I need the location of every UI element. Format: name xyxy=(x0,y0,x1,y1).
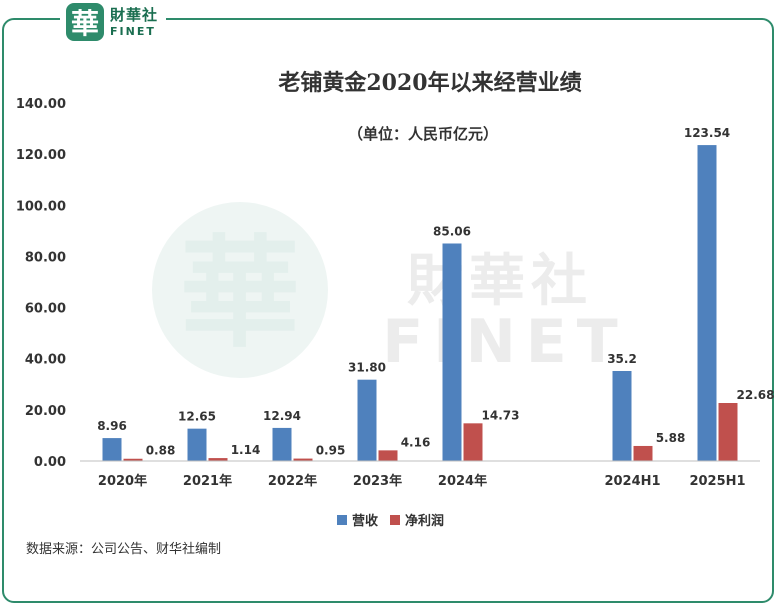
value-labels: 8.96 0.88 12.65 1.14 12.94 0.95 31.80 4.16 85.06… xyxy=(97,126,774,458)
source-note: 数据来源：公司公告、财华社编制 xyxy=(26,541,221,557)
data-label-revenue: 123.54 xyxy=(684,126,730,140)
x-axis: 2020年 2021年 2022年 2023年 2024年 2024H1 2025H1 xyxy=(98,473,746,489)
watermark-name: 財華社 xyxy=(407,249,593,314)
bar-net-profit xyxy=(293,458,313,461)
y-tick-label: 20.00 xyxy=(25,404,66,419)
bar-revenue xyxy=(102,438,122,461)
y-tick-label: 100.00 xyxy=(16,199,66,214)
bar-revenue xyxy=(357,379,377,461)
legend: 营收 净利润 xyxy=(337,513,444,529)
data-label-revenue: 85.06 xyxy=(433,224,471,238)
legend-label-revenue: 营收 xyxy=(352,513,379,529)
bar-net-profit xyxy=(718,403,738,461)
data-label-revenue: 8.96 xyxy=(97,419,127,433)
x-tick-label: 2020年 xyxy=(98,473,147,489)
data-label-net-profit: 4.16 xyxy=(401,435,431,449)
data-label-revenue: 12.65 xyxy=(178,410,216,424)
data-label-revenue: 31.80 xyxy=(348,361,386,375)
x-tick-label: 2021年 xyxy=(183,473,232,489)
y-tick-label: 60.00 xyxy=(25,302,66,317)
bar-revenue xyxy=(442,243,462,461)
x-tick-label: 2024年 xyxy=(438,473,487,489)
legend-label-net-profit: 净利润 xyxy=(405,513,444,529)
y-tick-label: 80.00 xyxy=(25,250,66,265)
y-axis: 0.00 20.00 40.00 60.00 80.00 100.00 120.00 140.… xyxy=(16,97,66,470)
chart-subtitle: （单位：人民币亿元） xyxy=(348,125,498,143)
data-label-net-profit: 0.88 xyxy=(146,444,176,458)
brand-name-en: FINET xyxy=(110,24,156,38)
brand-badge-icon: 華 xyxy=(66,3,104,41)
watermark-circle xyxy=(152,202,328,378)
bar-net-profit xyxy=(463,423,483,461)
data-label-net-profit: 14.73 xyxy=(482,408,520,422)
y-tick-label: 40.00 xyxy=(25,353,66,368)
legend-swatch-net-profit xyxy=(390,515,400,525)
watermark: 華 財華社 FINET xyxy=(152,202,627,378)
bar-revenue xyxy=(697,145,717,461)
x-tick-label: 2022年 xyxy=(268,473,317,489)
bar-revenue xyxy=(187,428,207,461)
bar-net-profit xyxy=(633,445,653,461)
data-label-revenue: 12.94 xyxy=(263,409,301,423)
y-tick-label: 140.00 xyxy=(16,97,66,112)
data-label-revenue: 35.2 xyxy=(607,352,637,366)
chart-frame xyxy=(2,18,774,603)
x-tick-label: 2023年 xyxy=(353,473,402,489)
watermark-glyph: 華 xyxy=(180,223,300,364)
y-tick-label: 120.00 xyxy=(16,148,66,163)
bars xyxy=(102,145,738,461)
y-tick-label: 0.00 xyxy=(34,455,66,470)
chart-title: 老铺黄金2020年以来经营业绩 xyxy=(277,70,581,96)
bar-net-profit xyxy=(208,458,228,461)
bar-net-profit xyxy=(378,450,398,461)
brand-logo: 華 財華社 FINET xyxy=(60,2,167,42)
legend-swatch-revenue xyxy=(337,515,347,525)
data-label-net-profit: 5.88 xyxy=(656,431,686,445)
x-tick-label: 2024H1 xyxy=(604,474,660,489)
bar-net-profit xyxy=(123,458,143,461)
data-label-net-profit: 0.95 xyxy=(316,444,346,458)
data-label-net-profit: 22.68 xyxy=(737,388,775,402)
brand-name: 財華社 xyxy=(110,5,159,24)
data-label-net-profit: 1.14 xyxy=(231,443,261,457)
watermark-name-en: FINET xyxy=(382,307,627,377)
bar-revenue xyxy=(272,427,292,461)
x-tick-label: 2025H1 xyxy=(689,474,745,489)
bar-revenue xyxy=(612,370,632,461)
